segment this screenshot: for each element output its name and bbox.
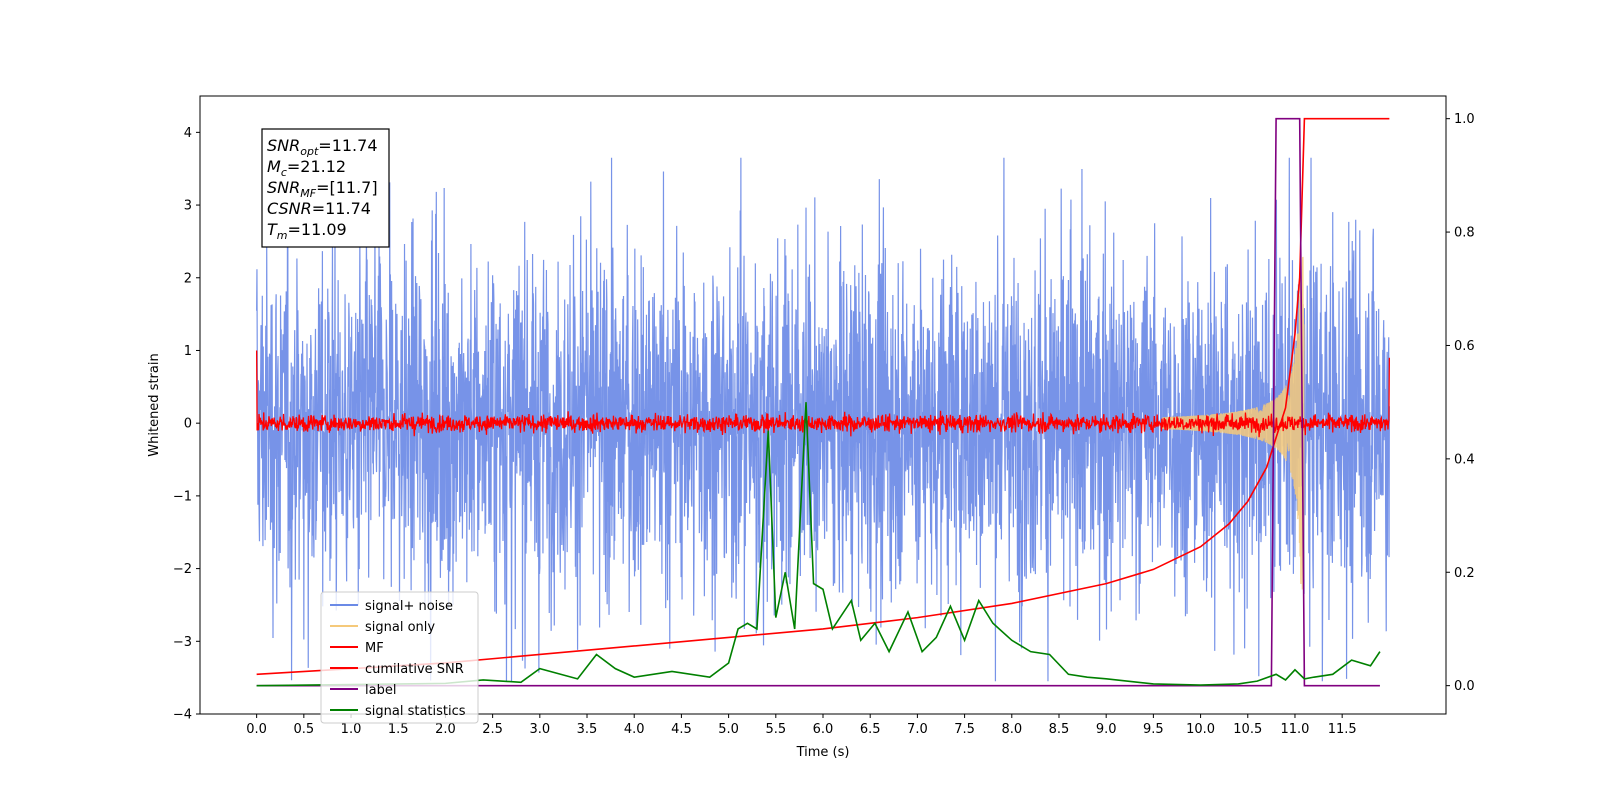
- x-tick-label: 3.5: [577, 722, 598, 737]
- y-tick-label: −2: [173, 562, 192, 577]
- x-axis-label: Time (s): [796, 745, 850, 760]
- x-tick-label: 4.5: [671, 722, 692, 737]
- info-line: SNRMF=[11.7]: [267, 178, 378, 200]
- y-tick-label: 0: [184, 417, 192, 432]
- x-tick-label: 5.5: [765, 722, 786, 737]
- legend-label: cumilative SNR: [365, 662, 464, 677]
- x-tick-label: 6.0: [813, 722, 834, 737]
- y-axis-ticks: −4 −3 −2 −1 0 1 2 3 4: [173, 126, 200, 723]
- y-tick-label: 1: [184, 344, 192, 359]
- legend-label: signal only: [365, 620, 435, 635]
- x-tick-label: 0.5: [293, 722, 314, 737]
- x-tick-label: 7.5: [954, 722, 975, 737]
- x-tick-label: 5.0: [718, 722, 739, 737]
- mf-series: [255, 350, 1391, 438]
- y-tick-label: −4: [173, 708, 192, 723]
- y-tick-label: −3: [173, 635, 192, 650]
- info-line: SNRopt=11.74: [267, 136, 378, 158]
- y2-tick-label: 0.6: [1454, 339, 1475, 354]
- right-axis-series: [256, 117, 1390, 687]
- y2-tick-label: 0.0: [1454, 679, 1475, 694]
- y-axis-label: Whitened strain: [147, 353, 162, 456]
- x-tick-label: 1.5: [388, 722, 409, 737]
- x-tick-label: 1.0: [341, 722, 362, 737]
- y2-tick-label: 0.4: [1454, 452, 1475, 467]
- legend-label: signal statistics: [365, 704, 466, 719]
- x-tick-label: 2.5: [482, 722, 503, 737]
- x-tick-label: 9.0: [1096, 722, 1117, 737]
- x-tick-label: 10.5: [1233, 722, 1262, 737]
- x-tick-label: 10.0: [1186, 722, 1215, 737]
- legend-frame: [320, 591, 479, 724]
- y-tick-label: 3: [184, 199, 192, 214]
- x-tick-label: 3.0: [529, 722, 550, 737]
- x-tick-label: 11.5: [1328, 722, 1357, 737]
- x-axis-ticks: 0.0 0.5 1.0 1.5 2.0 2.5 3.0 3.5 4.0 4.5 5.0 5.5 6.0 6…: [246, 714, 1357, 737]
- signal-noise-series: [256, 157, 1390, 682]
- info-box: SNRopt=11.74Mc=21.12SNRMF=[11.7]CSNR=11.…: [261, 128, 390, 248]
- y2-tick-label: 1.0: [1454, 112, 1475, 127]
- y-tick-label: −1: [173, 489, 192, 504]
- x-tick-label: 0.0: [246, 722, 267, 737]
- legend-label: signal+ noise: [365, 599, 453, 614]
- legend-label: label: [365, 683, 396, 698]
- y2-axis-ticks: 0.0 0.2 0.4 0.6 0.8 1.0: [1446, 112, 1475, 694]
- legend: signal+ noise signal only MF cumilative SNR…: [320, 591, 479, 724]
- info-box-frame: [261, 128, 390, 248]
- x-tick-label: 2.0: [435, 722, 456, 737]
- mf-line: [255, 350, 1391, 438]
- signal-noise-line: [256, 157, 1390, 682]
- info-line: CSNR=11.74: [267, 199, 371, 218]
- legend-label: MF: [365, 641, 384, 656]
- y-tick-label: 2: [184, 271, 192, 286]
- label-line: [256, 117, 1380, 687]
- x-tick-label: 7.0: [907, 722, 928, 737]
- cumilative-snr-line: [256, 117, 1390, 676]
- x-tick-label: 6.5: [860, 722, 881, 737]
- x-tick-label: 9.5: [1143, 722, 1164, 737]
- x-tick-label: 4.0: [624, 722, 645, 737]
- signal-statistics-line: [256, 402, 1381, 687]
- y-tick-label: 4: [184, 126, 192, 141]
- y2-tick-label: 0.8: [1454, 226, 1475, 241]
- y2-tick-label: 0.2: [1454, 566, 1475, 581]
- info-line: Mc=21.12: [267, 157, 346, 179]
- info-line: Tm=11.09: [267, 220, 347, 242]
- x-tick-label: 11.0: [1280, 722, 1309, 737]
- x-tick-label: 8.5: [1049, 722, 1070, 737]
- x-tick-label: 8.0: [1001, 722, 1022, 737]
